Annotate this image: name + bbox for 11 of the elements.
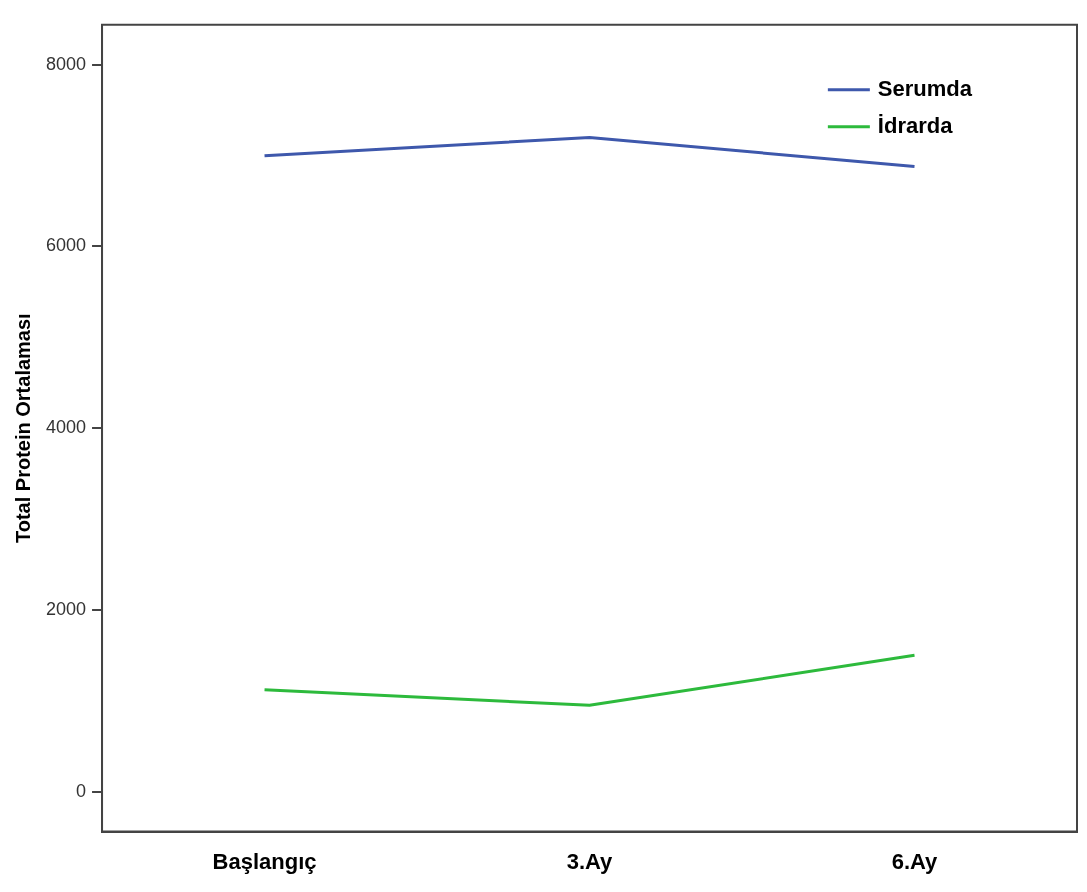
y-axis-title: Total Protein Ortalaması xyxy=(11,313,34,544)
y-tick-label: 4000 xyxy=(46,417,87,438)
y-tick-label: 8000 xyxy=(46,53,87,74)
legend-label: İdrarda xyxy=(877,112,954,138)
y-tick-label: 6000 xyxy=(46,235,87,256)
x-tick-label: 3.Ay xyxy=(566,848,614,874)
legend-label: Serumda xyxy=(877,75,973,101)
y-tick-label: 0 xyxy=(76,780,87,801)
x-tick-label: 6.Ay xyxy=(891,848,939,874)
y-tick-label: 2000 xyxy=(46,598,87,619)
x-tick-label: Başlangıç xyxy=(212,848,317,874)
